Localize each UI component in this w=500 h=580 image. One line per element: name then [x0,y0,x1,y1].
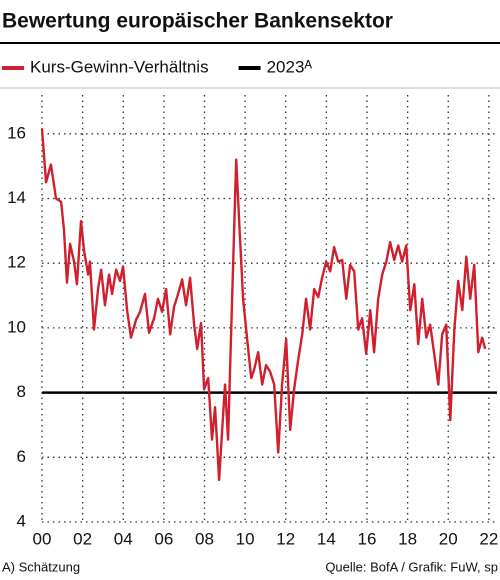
source: Quelle: BofA / Grafik: FuW, sp [325,559,498,574]
y-tick-label: 4 [17,511,26,530]
x-tick-label: 20 [439,529,458,548]
y-tick-label: 8 [17,382,26,401]
x-tick-label: 14 [317,529,336,548]
y-tick-label: 16 [7,123,26,142]
y-tick-label: 14 [7,188,26,207]
y-tick-label: 12 [7,253,26,272]
x-tick-label: 16 [358,529,377,548]
legend-label: 2023ᴬ [267,57,313,76]
x-tick-label: 04 [114,529,133,548]
chart-title: Bewertung europäischer Bankensektor [2,10,393,33]
x-tick-label: 06 [154,529,173,548]
legend-label: Kurs-Gewinn-Verhältnis [30,57,209,76]
x-tick-label: 12 [276,529,295,548]
y-tick-label: 6 [17,447,26,466]
data-line [40,128,487,482]
x-tick-label: 00 [33,529,52,548]
x-tick-label: 10 [236,529,255,548]
footnote: A) Schätzung [2,559,80,574]
x-tick-label: 08 [195,529,214,548]
x-tick-label: 18 [398,529,417,548]
y-tick-label: 10 [7,317,26,336]
x-tick-label: 02 [73,529,92,548]
x-tick-label: 22 [479,529,498,548]
